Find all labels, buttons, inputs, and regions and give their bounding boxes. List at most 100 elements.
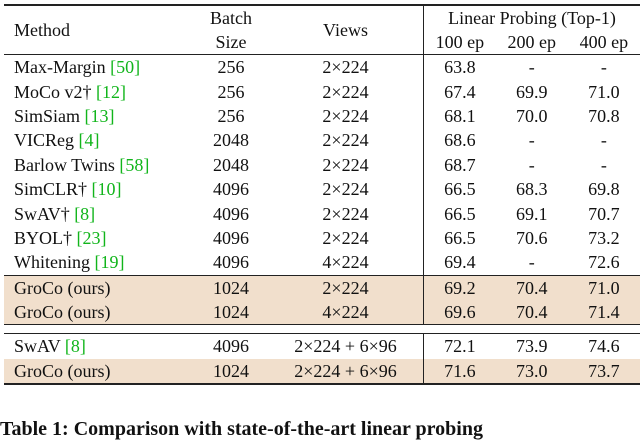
epoch-100-cell: 69.2	[424, 275, 496, 300]
results-table: Method Batch Views Linear Probing (Top-1…	[4, 4, 640, 385]
batch-cell: 4096	[194, 177, 268, 201]
views-cell: 2×224	[268, 275, 424, 300]
epoch-100-cell: 71.6	[424, 359, 496, 384]
epoch-200-cell: -	[496, 128, 568, 152]
method-cell: SwAV† [8]	[4, 201, 194, 225]
views-cell: 2×224 + 6×96	[268, 334, 424, 359]
method-name: Whitening	[14, 252, 94, 272]
epoch-400-cell: 69.8	[568, 177, 640, 201]
epoch-400-cell: -	[568, 55, 640, 80]
citation-link[interactable]: [19]	[94, 252, 124, 272]
batch-cell: 256	[194, 55, 268, 80]
epoch-400-cell: 71.4	[568, 300, 640, 325]
views-cell: 2×224 + 6×96	[268, 359, 424, 384]
citation-link[interactable]: [10]	[92, 179, 122, 199]
method-name: GroCo (ours)	[14, 361, 111, 381]
batch-cell: 256	[194, 79, 268, 103]
epoch-200-cell: 70.0	[496, 104, 568, 128]
views-cell: 2×224	[268, 55, 424, 80]
epoch-100-cell: 66.5	[424, 177, 496, 201]
views-cell: 2×224	[268, 79, 424, 103]
method-name: GroCo (ours)	[14, 278, 111, 298]
epoch-200-cell: 70.6	[496, 226, 568, 250]
method-name: BYOL†	[14, 228, 77, 248]
epoch-400-cell: 70.8	[568, 104, 640, 128]
views-cell: 4×224	[268, 300, 424, 325]
header-row-1: Method Batch Views Linear Probing (Top-1…	[4, 5, 640, 30]
method-cell: SimSiam [13]	[4, 104, 194, 128]
method-name: Barlow Twins	[14, 155, 119, 175]
header-batch: Batch	[194, 5, 268, 30]
epoch-200-cell: 69.9	[496, 79, 568, 103]
epoch-100-cell: 69.6	[424, 300, 496, 325]
epoch-100-cell: 72.1	[424, 334, 496, 359]
citation-link[interactable]: [58]	[119, 155, 149, 175]
header-method: Method	[4, 5, 194, 55]
method-cell: VICReg [4]	[4, 128, 194, 152]
header-epoch-200: 200 ep	[496, 30, 568, 55]
method-name: SwAV†	[14, 204, 74, 224]
epoch-400-cell: 71.0	[568, 275, 640, 300]
batch-cell: 2048	[194, 128, 268, 152]
views-cell: 2×224	[268, 177, 424, 201]
method-cell: Barlow Twins [58]	[4, 153, 194, 177]
citation-link[interactable]: [8]	[65, 336, 86, 356]
section-gap-cell	[4, 325, 640, 334]
epoch-400-cell: 74.6	[568, 334, 640, 359]
method-name: SimCLR†	[14, 179, 92, 199]
epoch-200-cell: 68.3	[496, 177, 568, 201]
epoch-100-cell: 68.7	[424, 153, 496, 177]
citation-link[interactable]: [12]	[96, 82, 126, 102]
citation-link[interactable]: [23]	[77, 228, 107, 248]
epoch-200-cell: 70.4	[496, 300, 568, 325]
header-views: Views	[268, 5, 424, 55]
method-cell: GroCo (ours)	[4, 300, 194, 325]
views-cell: 2×224	[268, 153, 424, 177]
epoch-200-cell: -	[496, 55, 568, 80]
views-cell: 2×224	[268, 104, 424, 128]
views-cell: 2×224	[268, 201, 424, 225]
method-name: Max-Margin	[14, 57, 110, 77]
views-cell: 4×224	[268, 250, 424, 275]
method-cell: Max-Margin [50]	[4, 55, 194, 80]
epoch-100-cell: 63.8	[424, 55, 496, 80]
method-name: SwAV	[14, 336, 65, 356]
citation-link[interactable]: [8]	[74, 204, 95, 224]
epoch-100-cell: 68.1	[424, 104, 496, 128]
method-name: VICReg	[14, 130, 79, 150]
epoch-200-cell: 70.4	[496, 275, 568, 300]
batch-cell: 4096	[194, 201, 268, 225]
citation-link[interactable]: [4]	[79, 130, 100, 150]
epoch-200-cell: 69.1	[496, 201, 568, 225]
epoch-400-cell: -	[568, 153, 640, 177]
batch-cell: 4096	[194, 250, 268, 275]
citation-link[interactable]: [13]	[85, 106, 115, 126]
method-name: SimSiam	[14, 106, 85, 126]
batch-cell: 2048	[194, 153, 268, 177]
epoch-400-cell: 71.0	[568, 79, 640, 103]
method-cell: BYOL† [23]	[4, 226, 194, 250]
method-cell: MoCo v2† [12]	[4, 79, 194, 103]
citation-link[interactable]: [50]	[110, 57, 140, 77]
epoch-200-cell: -	[496, 153, 568, 177]
batch-cell: 1024	[194, 359, 268, 384]
epoch-400-cell: -	[568, 128, 640, 152]
header-batch-size: Size	[194, 30, 268, 55]
section-gap	[4, 325, 640, 334]
method-name: MoCo v2†	[14, 82, 96, 102]
header-epoch-100: 100 ep	[424, 30, 496, 55]
epoch-200-cell: -	[496, 250, 568, 275]
method-cell: SimCLR† [10]	[4, 177, 194, 201]
